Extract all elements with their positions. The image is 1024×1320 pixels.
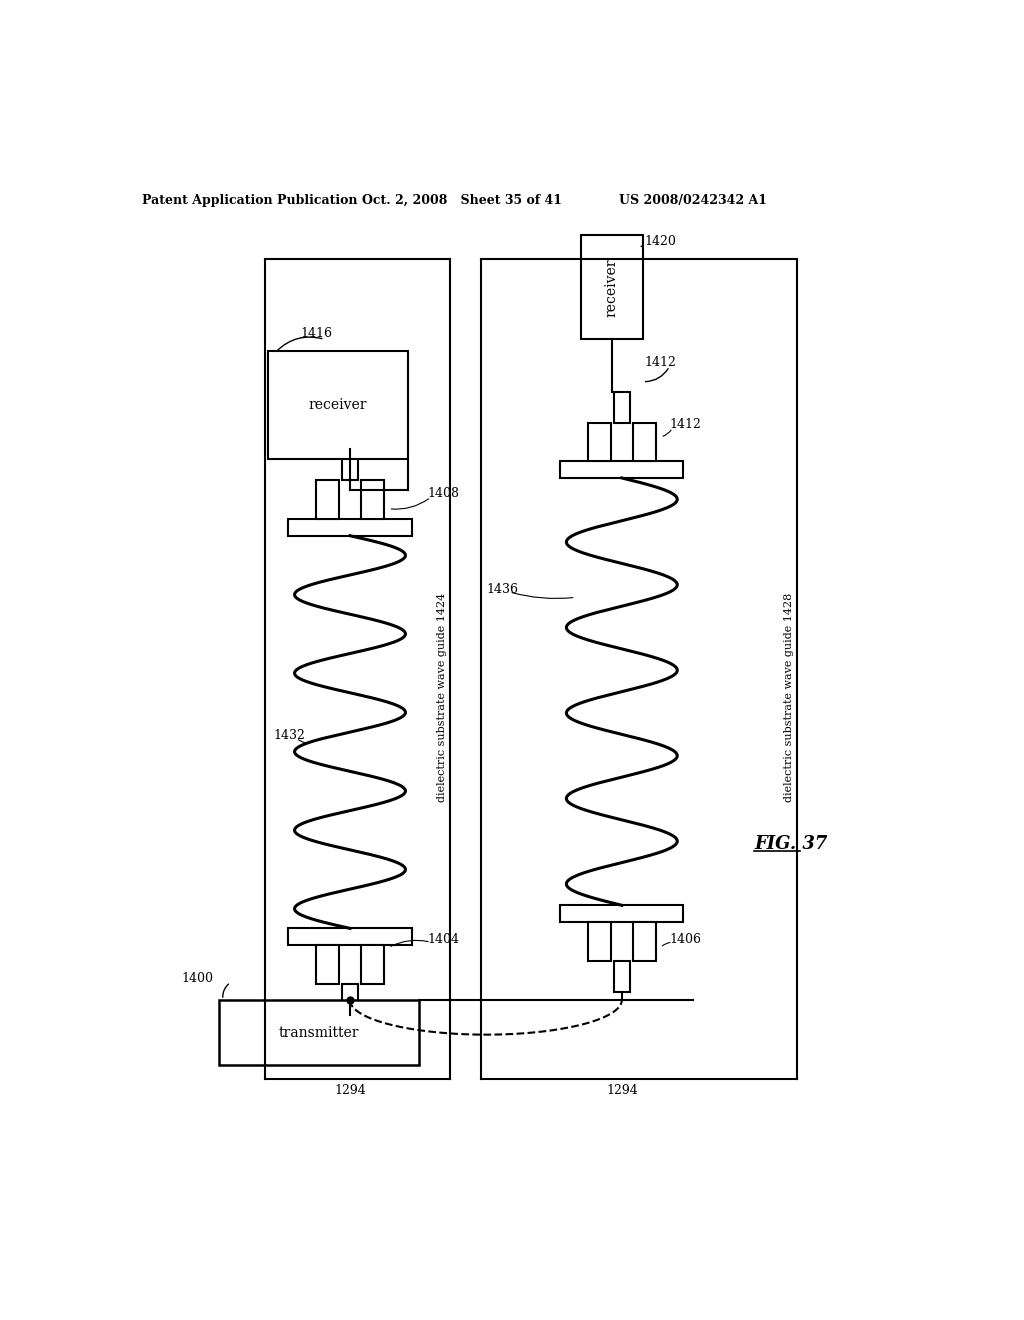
Bar	[360, 480, 384, 519]
Text: Oct. 2, 2008   Sheet 35 of 41: Oct. 2, 2008 Sheet 35 of 41	[361, 194, 561, 207]
Bar	[560, 906, 683, 923]
Text: 1294: 1294	[334, 1084, 366, 1097]
Text: 1408: 1408	[427, 487, 459, 500]
Text: Patent Application Publication: Patent Application Publication	[142, 194, 357, 207]
Text: dielectric substrate wave guide 1424: dielectric substrate wave guide 1424	[437, 593, 447, 803]
Bar	[588, 422, 611, 461]
Text: 1436: 1436	[486, 583, 518, 597]
Text: 1432: 1432	[273, 730, 305, 742]
Bar	[316, 480, 339, 519]
Text: US 2008/0242342 A1: US 2008/0242342 A1	[618, 194, 767, 207]
Text: transmitter: transmitter	[279, 1026, 359, 1040]
Bar	[360, 945, 384, 983]
Bar	[219, 1001, 419, 1065]
Text: 1420: 1420	[645, 235, 677, 248]
Bar	[560, 461, 683, 478]
Text: receiver: receiver	[605, 259, 618, 317]
Text: FIG. 37: FIG. 37	[755, 834, 827, 853]
Bar	[342, 449, 357, 480]
Text: receiver: receiver	[308, 397, 367, 412]
Bar	[633, 422, 655, 461]
Text: 1404: 1404	[427, 933, 459, 946]
Text: 1412: 1412	[645, 356, 677, 370]
Text: 1416: 1416	[300, 327, 332, 341]
Text: 1412: 1412	[670, 417, 701, 430]
Bar	[588, 923, 611, 961]
Bar	[614, 961, 630, 991]
Bar	[633, 923, 655, 961]
Bar	[289, 519, 412, 536]
Bar	[342, 983, 357, 1015]
Text: 1294: 1294	[606, 1084, 638, 1097]
Text: dielectric substrate wave guide 1428: dielectric substrate wave guide 1428	[784, 593, 794, 803]
Bar	[614, 392, 630, 422]
Text: 1400: 1400	[181, 972, 214, 985]
Bar	[289, 928, 412, 945]
Bar	[316, 945, 339, 983]
Bar	[581, 235, 643, 339]
Bar	[267, 351, 408, 459]
Text: 1406: 1406	[670, 933, 701, 946]
